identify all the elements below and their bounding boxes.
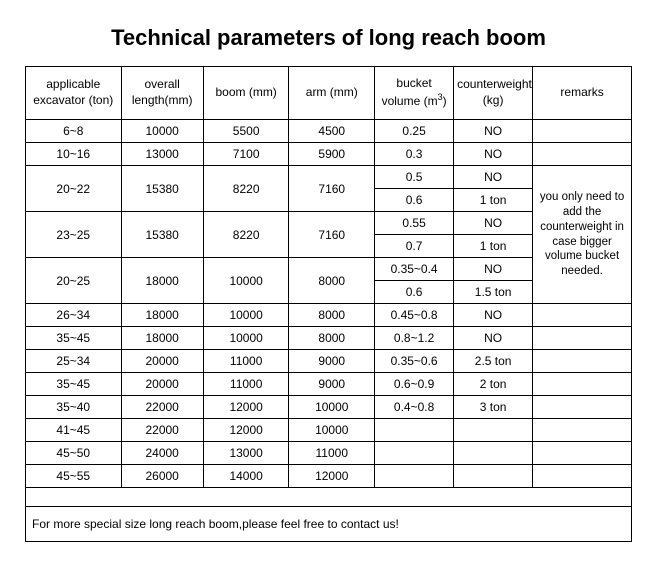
header-remarks: remarks (533, 67, 632, 120)
table-row: 35~45180001000080000.8~1.2NO (26, 327, 632, 350)
page-container: Technical parameters of long reach boom … (0, 0, 657, 562)
header-excavator: applicable excavator (ton) (26, 67, 122, 120)
table-row: 25~34200001100090000.35~0.62.5 ton (26, 350, 632, 373)
blank-row (26, 488, 632, 507)
table-row: 45~50240001300011000 (26, 442, 632, 465)
table-row: 10~1613000710059000.3NO (26, 143, 632, 166)
table-row: 26~34180001000080000.45~0.8NO (26, 304, 632, 327)
table-row: 41~45220001200010000 (26, 419, 632, 442)
footer-row: For more special size long reach boom,pl… (26, 507, 632, 542)
table-row: 6~810000550045000.25NO (26, 120, 632, 143)
header-bucket: bucket volume (m3) (375, 67, 454, 120)
table-row: 45~55260001400012000 (26, 465, 632, 488)
header-counterweight: counterweight (kg) (454, 67, 533, 120)
remarks-cell: you only need to add the counterweight i… (533, 166, 632, 304)
page-title: Technical parameters of long reach boom (25, 25, 632, 51)
parameters-table: applicable excavator (ton) overall lengt… (25, 66, 632, 542)
table-row: 35~402200012000100000.4~0.83 ton (26, 396, 632, 419)
table-row: 20~2215380822071600.5NO you only need to… (26, 166, 632, 189)
header-length: overall length(mm) (121, 67, 203, 120)
header-boom: boom (mm) (203, 67, 289, 120)
header-row: applicable excavator (ton) overall lengt… (26, 67, 632, 120)
footer-text: For more special size long reach boom,pl… (26, 507, 632, 542)
header-arm: arm (mm) (289, 67, 375, 120)
table-row: 35~45200001100090000.6~0.92 ton (26, 373, 632, 396)
